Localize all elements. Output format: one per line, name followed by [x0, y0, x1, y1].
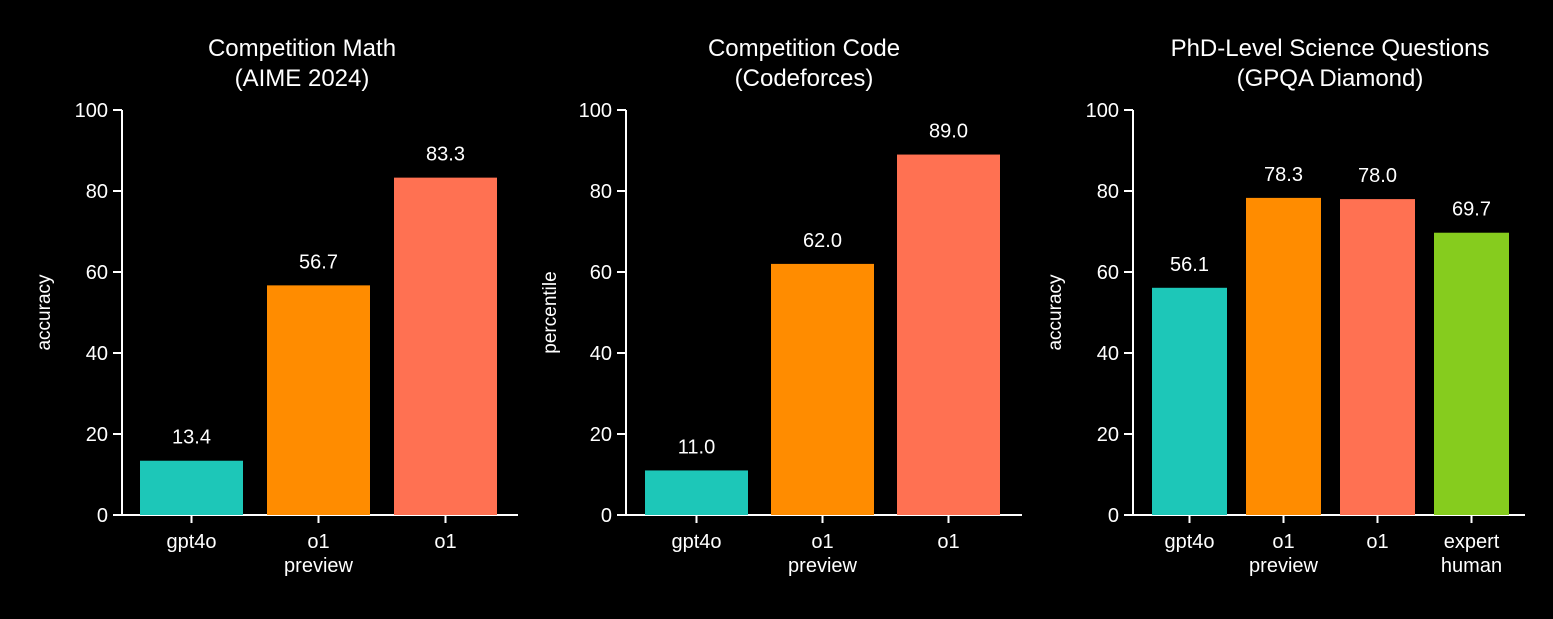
y-tick-label: 60: [86, 262, 108, 284]
data-label: 62.0: [803, 230, 842, 252]
y-axis-label: accuracy: [34, 274, 55, 351]
data-label: 83.3: [426, 144, 465, 166]
data-label: 56.7: [299, 251, 338, 273]
data-label: 78.3: [1264, 164, 1303, 186]
y-tick-label: 20: [1097, 424, 1119, 446]
x-tick-label: o1: [307, 531, 329, 553]
data-label: 78.0: [1358, 165, 1397, 187]
x-tick-label: o1: [434, 531, 456, 553]
x-tick-label: preview: [284, 555, 353, 577]
x-tick-label: gpt4o: [1164, 531, 1214, 553]
data-label: 13.4: [172, 427, 211, 449]
data-label: 11.0: [678, 436, 715, 458]
chart-subtitle: (Codeforces): [735, 65, 874, 92]
bar: [1246, 197, 1321, 515]
y-tick-label: 40: [590, 343, 612, 365]
y-tick-label: 40: [86, 343, 108, 365]
x-tick-label: preview: [788, 555, 857, 577]
bar: [645, 470, 748, 515]
y-tick-label: 20: [86, 424, 108, 446]
x-tick-label: o1: [1272, 531, 1294, 553]
bar: [267, 285, 370, 515]
bar: [1434, 232, 1509, 515]
chart-subtitle: (GPQA Diamond): [1237, 65, 1424, 92]
y-tick-label: 0: [1108, 505, 1119, 527]
bar: [1340, 199, 1415, 515]
x-tick-label: human: [1441, 555, 1502, 577]
chart-subtitle: (AIME 2024): [235, 65, 370, 92]
chart-panel-1: Competition Math (AIME 2024) accuracy 0 20 40…: [34, 35, 518, 577]
y-tick-label: 80: [86, 181, 108, 203]
x-tick-label: o1: [1366, 531, 1388, 553]
y-tick-label: 100: [75, 100, 108, 122]
bar: [897, 154, 1000, 516]
y-tick-label: 0: [97, 505, 108, 527]
y-tick-label: 20: [590, 424, 612, 446]
y-tick-label: 80: [1097, 181, 1119, 203]
y-tick-label: 100: [579, 100, 612, 122]
x-tick-label: preview: [1249, 555, 1318, 577]
chart-title: Competition Code: [708, 35, 900, 62]
chart-panel-2: Competition Code (Codeforces) percentile 0 2…: [540, 35, 1022, 577]
bar: [1152, 287, 1227, 515]
y-tick-label: 100: [1086, 100, 1119, 122]
chart-title: PhD-Level Science Questions: [1171, 35, 1490, 62]
y-tick-label: 60: [1097, 262, 1119, 284]
y-tick-label: 60: [590, 262, 612, 284]
data-label: 56.1: [1170, 254, 1209, 276]
bar: [394, 177, 497, 515]
chart-title: Competition Math: [208, 35, 396, 62]
bar: [771, 263, 874, 515]
y-tick-label: 40: [1097, 343, 1119, 365]
y-tick-label: 80: [590, 181, 612, 203]
x-tick-label: expert: [1444, 531, 1500, 553]
bar: [140, 460, 243, 515]
y-axis-label: accuracy: [1045, 274, 1066, 351]
y-tick-label: 0: [601, 505, 612, 527]
x-tick-label: o1: [811, 531, 833, 553]
data-label: 89.0: [929, 121, 968, 143]
y-axis-label: percentile: [540, 271, 561, 353]
data-label: 69.7: [1452, 199, 1491, 221]
x-tick-label: gpt4o: [671, 531, 721, 553]
x-tick-label: gpt4o: [166, 531, 216, 553]
x-tick-label: o1: [937, 531, 959, 553]
chart-panel-3: PhD-Level Science Questions (GPQA Diamond…: [1045, 35, 1525, 577]
